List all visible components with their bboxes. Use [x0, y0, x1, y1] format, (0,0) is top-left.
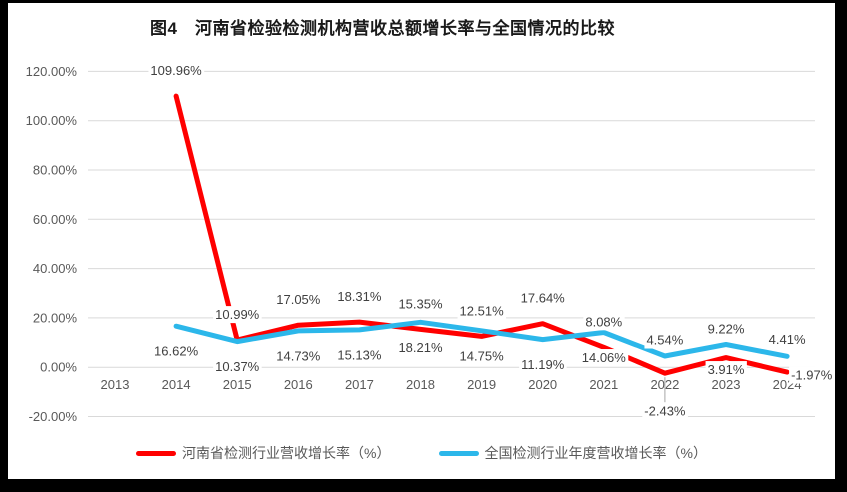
data-label-henan-2023: 3.91%: [708, 362, 745, 377]
data-label-background: [705, 361, 747, 379]
x-axis-label-2017: 2017: [345, 377, 374, 392]
y-axis-label-120: 120.00%: [26, 64, 78, 79]
y-axis-label--20: -20.00%: [29, 409, 78, 424]
data-label-background: [644, 331, 686, 349]
y-axis-label-80: 80.00%: [33, 163, 78, 178]
y-axis-label-20: 20.00%: [33, 310, 78, 325]
data-label-background: [274, 347, 323, 365]
legend-swatch-henan-line: [136, 450, 177, 456]
data-label-henan-2017: 18.31%: [337, 289, 382, 304]
data-label-background: [148, 62, 205, 80]
data-label-national-2023: 9.22%: [708, 321, 745, 336]
data-label-henan-2014: 109.96%: [150, 63, 202, 78]
data-label-background: [152, 342, 201, 360]
data-label-national-2024: 4.41%: [769, 332, 806, 347]
x-axis-label-2018: 2018: [406, 377, 435, 392]
data-label-henan-2019: 12.51%: [460, 303, 505, 318]
data-label-background: [457, 347, 507, 365]
x-axis-label-2015: 2015: [223, 377, 252, 392]
data-label-national-2016: 14.73%: [276, 348, 321, 363]
data-label-national-2017: 15.13%: [337, 347, 382, 362]
chart-title: 图4 河南省检验检测机构营收总额增长率与全国情况的比较: [150, 19, 615, 38]
plot-area: -20.00% 0.00% 20.00% 40.00% 60.00% 80.00% 100.…: [26, 62, 835, 424]
data-label-background: [396, 338, 445, 356]
data-label-background: [519, 356, 567, 374]
data-label-background: [789, 366, 835, 384]
data-label-henan-2022: -2.43%: [644, 404, 686, 419]
data-label-background: [705, 320, 747, 338]
legend-label-henan: 河南省检测行业营收增长率（%）: [182, 445, 391, 461]
x-axis-label-2023: 2023: [712, 377, 741, 392]
legend: 河南省检测行业营收增长率（%） 全国检测行业年度营收增长率（%）: [8, 443, 835, 463]
data-label-national-2021: 14.06%: [582, 350, 627, 365]
data-label-national-2022: 4.54%: [646, 333, 683, 348]
data-label-background: [274, 291, 323, 309]
data-label-background: [213, 358, 262, 376]
x-axis-label-2021: 2021: [589, 377, 618, 392]
data-label-national-2018: 18.21%: [398, 340, 443, 355]
data-label-background: [579, 349, 629, 367]
y-axis-label-40: 40.00%: [33, 261, 78, 276]
data-label-national-2014: 16.62%: [154, 344, 199, 359]
data-label-background: [518, 289, 568, 307]
data-label-national-2019: 14.75%: [460, 348, 505, 363]
data-label-background: [213, 306, 262, 324]
chart-canvas: 图4 河南省检验检测机构营收总额增长率与全国情况的比较 -20.00% 0.00%…: [8, 3, 835, 479]
data-label-henan-2024: -1.97%: [791, 368, 833, 383]
series-line-henan: [173, 93, 790, 376]
x-axis-label-2013: 2013: [101, 377, 130, 392]
x-axis-label-2016: 2016: [284, 377, 313, 392]
data-label-background: [766, 330, 808, 348]
data-label-henan-2021: 8.08%: [585, 314, 622, 329]
legend-item-national: 全国检测行业年度营收增长率（%）: [438, 443, 707, 463]
data-label-national-2015: 10.37%: [215, 359, 260, 374]
data-label-henan-2018: 15.35%: [398, 296, 443, 311]
data-label-henan-2015: 10.99%: [215, 307, 260, 322]
x-axis-label-2019: 2019: [467, 377, 496, 392]
series-line-national: [173, 319, 790, 359]
data-label-national-2020: 11.19%: [521, 357, 565, 372]
data-label-background: [642, 402, 688, 420]
data-label-background: [583, 313, 625, 331]
x-axis-label-2020: 2020: [528, 377, 557, 392]
y-axis-label-0: 0.00%: [40, 360, 77, 375]
data-label-background: [335, 288, 384, 306]
x-axis-label-2014: 2014: [162, 377, 191, 392]
data-label-henan-2020: 17.64%: [521, 291, 566, 306]
y-axis-label-100: 100.00%: [26, 113, 78, 128]
legend-swatch-national-line: [438, 450, 479, 456]
y-axis-label-60: 60.00%: [33, 212, 78, 227]
data-label-background: [457, 302, 507, 320]
data-label-background: [396, 295, 445, 313]
legend-label-national: 全国检测行业年度营收增长率（%）: [484, 445, 707, 461]
legend-item-henan: 河南省检测行业营收增长率（%）: [136, 443, 391, 463]
data-label-background: [335, 346, 384, 364]
data-label-henan-2016: 17.05%: [276, 292, 321, 307]
